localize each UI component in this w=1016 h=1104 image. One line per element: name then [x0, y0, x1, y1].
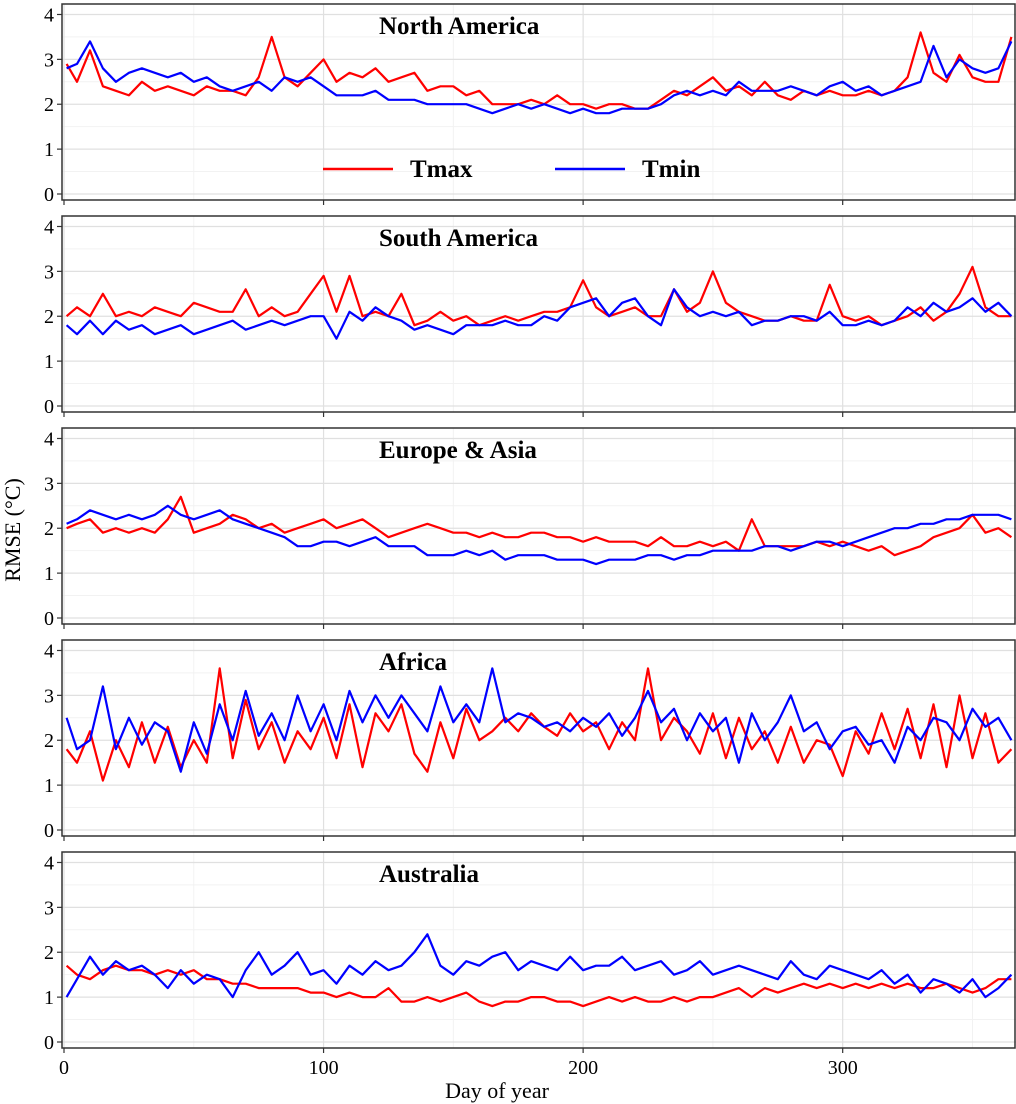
y-tick-label: 0	[44, 820, 54, 842]
x-tick-label: 100	[309, 1057, 339, 1079]
series-line-tmin	[65, 667, 1013, 773]
panel-africa: 0 1 2 3 4 Africa	[44, 639, 1016, 842]
y-tick-label: 1	[44, 563, 54, 585]
panel-frame	[61, 427, 1016, 625]
series-line-tmax	[65, 667, 1013, 782]
panel-frame	[61, 639, 1016, 837]
y-tick-label: 1	[44, 139, 54, 161]
series-line-tmin	[65, 933, 1013, 999]
y-tick-label: 1	[44, 775, 54, 797]
x-tick-label: 300	[828, 1057, 858, 1079]
panel-title: Europe & Asia	[379, 437, 537, 464]
y-tick-label: 2	[44, 730, 54, 752]
series-line-tmax	[65, 964, 1012, 1008]
y-tick-label: 0	[44, 396, 54, 418]
y-tick-label: 4	[44, 640, 54, 662]
y-tick-label: 3	[44, 49, 54, 71]
y-tick-label: 3	[44, 897, 54, 919]
legend-label-tmin: Tmin	[642, 156, 700, 183]
legend-label-tmax: Tmax	[410, 156, 473, 183]
panel-north-america: 0 1 2 3 4 North America Tmax Tmin	[44, 3, 1016, 206]
x-axis-title: Day of year	[445, 1078, 550, 1103]
x-tick-label: 0	[59, 1057, 69, 1079]
panel-south-america: 0 1 2 3 4 South America	[44, 215, 1016, 418]
y-tick-label: 2	[44, 942, 54, 964]
x-tick-label: 200	[568, 1057, 598, 1079]
y-tick-label: 2	[44, 94, 54, 116]
legend: Tmax Tmin	[323, 156, 700, 183]
panel-frame	[61, 851, 1016, 1049]
y-tick-label: 0	[44, 608, 54, 630]
y-tick-label: 3	[44, 473, 54, 495]
y-tick-label: 1	[44, 987, 54, 1009]
series-line-tmin	[66, 504, 1012, 566]
panel-title: Africa	[379, 649, 448, 676]
panel-frame	[61, 3, 1016, 201]
panel-australia: 0 1 2 3 4 0 100 200 300 Australia	[44, 851, 1016, 1079]
y-tick-label: 2	[44, 518, 54, 540]
y-tick-label: 3	[44, 685, 54, 707]
panel-title: North America	[379, 13, 540, 40]
panel-title: Australia	[379, 861, 480, 888]
panel-europe-asia: 0 1 2 3 4 Europe & Asia	[44, 427, 1016, 630]
y-tick-label: 4	[44, 852, 54, 874]
series-line-tmax	[65, 31, 1013, 110]
y-tick-label: 0	[44, 1032, 54, 1054]
panel-title: South America	[379, 225, 539, 252]
y-tick-label: 0	[44, 184, 54, 206]
series-line-tmin	[66, 40, 1013, 115]
series-line-tmax	[65, 265, 1012, 327]
y-tick-label: 4	[44, 428, 54, 450]
series-line-tmax	[66, 495, 1013, 557]
y-axis-title: RMSE (°C)	[0, 478, 25, 582]
series-line-tmin	[65, 288, 1013, 340]
y-tick-label: 3	[44, 261, 54, 283]
y-tick-label: 1	[44, 351, 54, 373]
y-tick-label: 4	[44, 4, 54, 26]
panel-frame	[61, 215, 1016, 413]
y-tick-label: 2	[44, 306, 54, 328]
y-tick-label: 4	[44, 216, 54, 238]
